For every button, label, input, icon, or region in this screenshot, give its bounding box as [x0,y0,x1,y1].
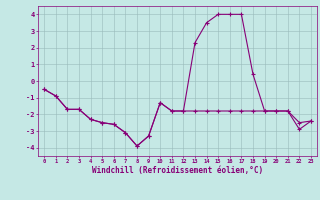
X-axis label: Windchill (Refroidissement éolien,°C): Windchill (Refroidissement éolien,°C) [92,166,263,175]
